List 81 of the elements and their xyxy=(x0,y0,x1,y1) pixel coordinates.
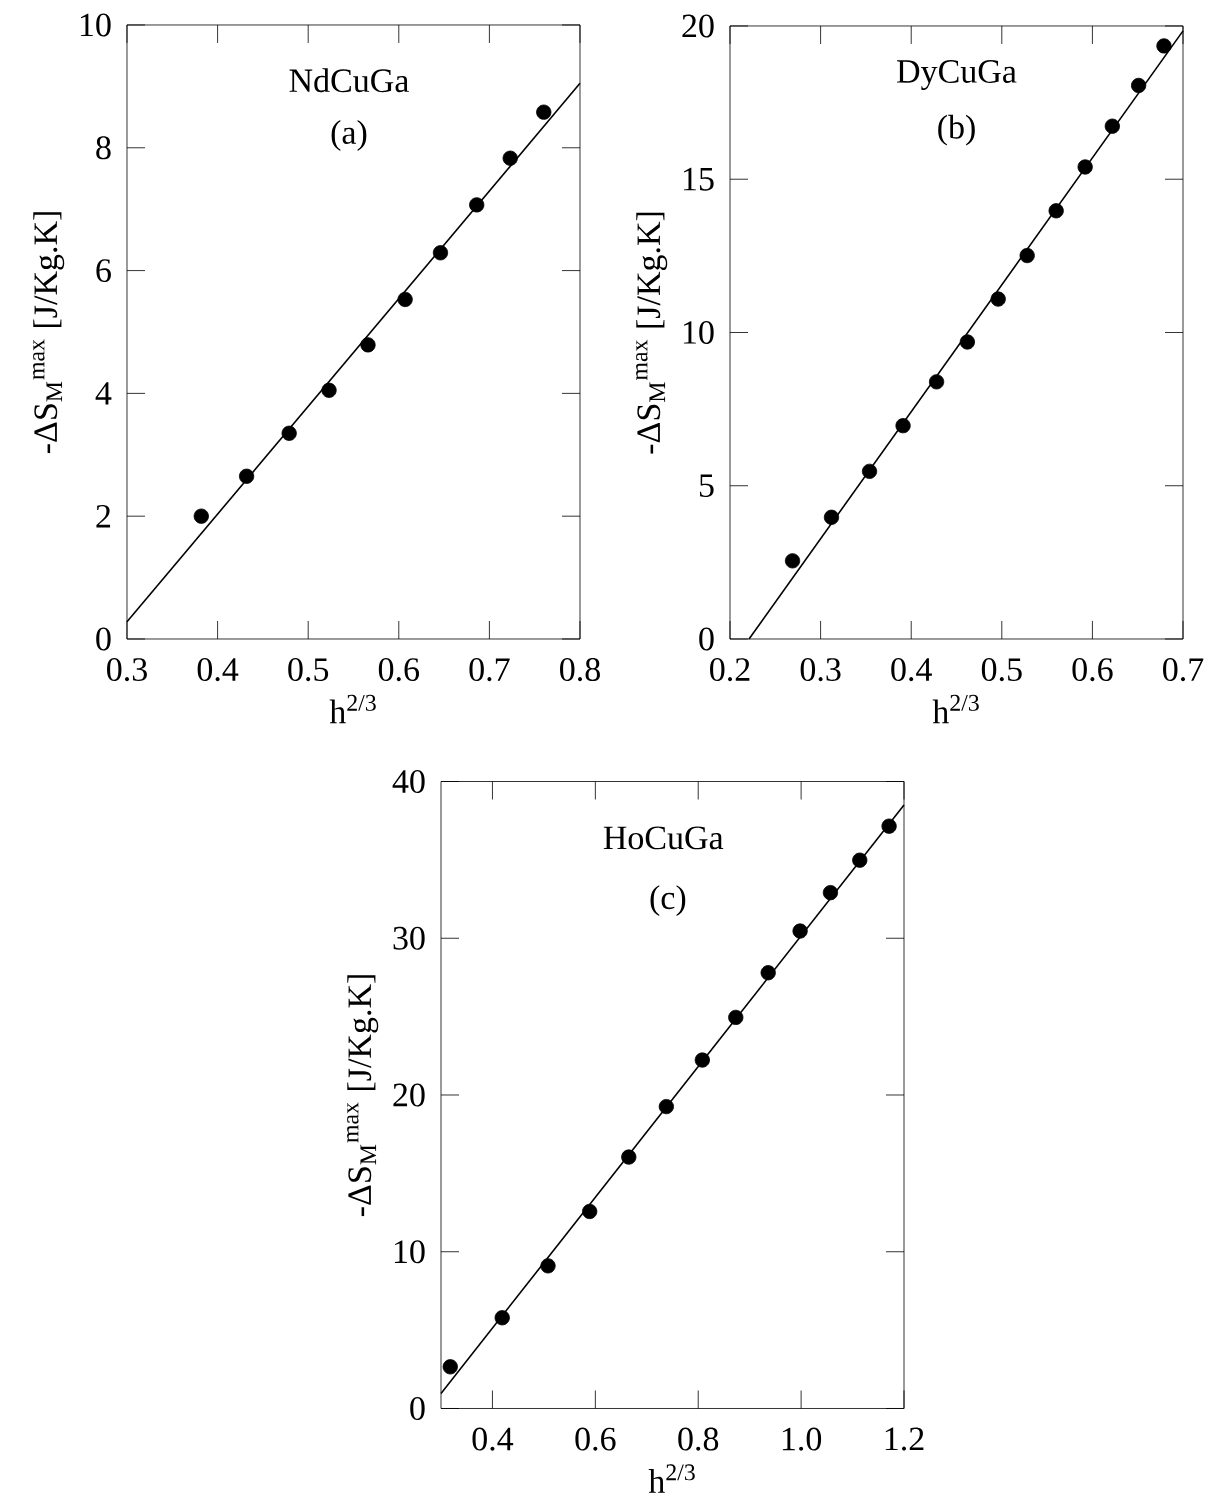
y-tick-label: 5 xyxy=(699,474,714,498)
point xyxy=(494,1310,510,1326)
y-tick-label: 10 xyxy=(80,13,111,37)
y-tick-label: 2 xyxy=(96,504,111,528)
point xyxy=(881,818,897,834)
x-tick-label: 0.4 xyxy=(891,658,932,682)
x-tick-label: 1.0 xyxy=(782,1427,822,1451)
point xyxy=(928,374,945,390)
y-tick-label: 0 xyxy=(96,627,111,651)
point xyxy=(852,852,868,868)
y-tick-label: 15 xyxy=(683,167,714,191)
point xyxy=(822,885,839,901)
point xyxy=(540,1258,556,1274)
point xyxy=(193,508,209,524)
point xyxy=(397,291,413,308)
point xyxy=(442,1359,458,1375)
x-tick-label: 0.3 xyxy=(107,658,147,682)
text: (a) xyxy=(331,120,367,151)
text: NdCuGa xyxy=(289,68,409,93)
point xyxy=(502,150,518,166)
x-tick-label: 0.4 xyxy=(197,658,239,682)
x-axis-title: h$^{2/3}$ xyxy=(648,1464,695,1493)
x-tick-label: 0.2 xyxy=(710,658,750,682)
point xyxy=(861,463,878,479)
y-tick-label: 4 xyxy=(95,382,112,405)
point xyxy=(959,334,975,350)
text: DyCuGa xyxy=(897,60,1017,90)
point xyxy=(658,1099,674,1115)
point xyxy=(760,965,776,981)
point xyxy=(582,1203,598,1220)
y-tick-label: 40 xyxy=(392,770,425,793)
y-tick-label: 0 xyxy=(410,1397,425,1420)
x-tick-label: 0.5 xyxy=(288,658,329,682)
point xyxy=(694,1052,710,1068)
x-tick-label: 0.3 xyxy=(800,658,841,682)
point xyxy=(536,104,552,120)
x-tick-label: 1.2 xyxy=(885,1427,924,1451)
y-axis-title: -ΔS$_{M}$$^{max}$ [J/Kg.K] xyxy=(347,975,379,1217)
x-tick-label: 0.7 xyxy=(1163,658,1204,682)
y-tick-label: 10 xyxy=(683,321,714,344)
x-tick-label: 0.6 xyxy=(378,658,420,682)
y-tick-label: 30 xyxy=(393,926,425,950)
y-tick-label: 10 xyxy=(394,1240,425,1264)
x-tick-label: 0.7 xyxy=(469,658,510,682)
point xyxy=(1156,38,1172,54)
y-tick-label: 0 xyxy=(699,627,714,651)
x-tick-label: 0.8 xyxy=(560,658,600,682)
x-tick-label: 0.6 xyxy=(575,1427,616,1451)
y-tick-label: 6 xyxy=(96,259,111,283)
point xyxy=(360,337,376,353)
x-axis-title: h$^{2/3}$ xyxy=(932,694,979,724)
point xyxy=(321,382,337,398)
y-axis-title: -ΔS$_{M}$$^{max}$ [J/Kg.K] xyxy=(636,212,668,454)
point xyxy=(1019,247,1035,264)
point xyxy=(281,425,297,441)
point xyxy=(990,291,1006,307)
point xyxy=(1131,77,1147,94)
point xyxy=(432,245,449,261)
point xyxy=(792,923,808,939)
point xyxy=(469,197,485,213)
x-tick-label: 0.6 xyxy=(1072,658,1113,682)
y-axis-title: -ΔS$_{M}$$^{max}$ [J/Kg.K] xyxy=(33,212,65,454)
point xyxy=(621,1149,637,1165)
y-tick-label: 8 xyxy=(96,136,111,160)
y-tick-label: 20 xyxy=(393,1083,425,1107)
text: (b) xyxy=(938,114,975,146)
point xyxy=(1104,118,1120,134)
point xyxy=(1077,159,1093,175)
point xyxy=(895,418,911,434)
x-tick-label: 0.4 xyxy=(472,1427,514,1451)
text: (c) xyxy=(650,885,686,917)
point xyxy=(784,553,801,569)
point xyxy=(728,1009,744,1026)
y-tick-label: 20 xyxy=(682,14,714,38)
x-axis-title: h$^{2/3}$ xyxy=(329,694,376,724)
x-tick-label: 0.5 xyxy=(981,658,1022,682)
x-tick-label: 0.8 xyxy=(678,1427,719,1451)
point xyxy=(239,468,255,484)
text: HoCuGa xyxy=(603,826,724,850)
point xyxy=(823,509,840,525)
point xyxy=(1048,203,1064,219)
